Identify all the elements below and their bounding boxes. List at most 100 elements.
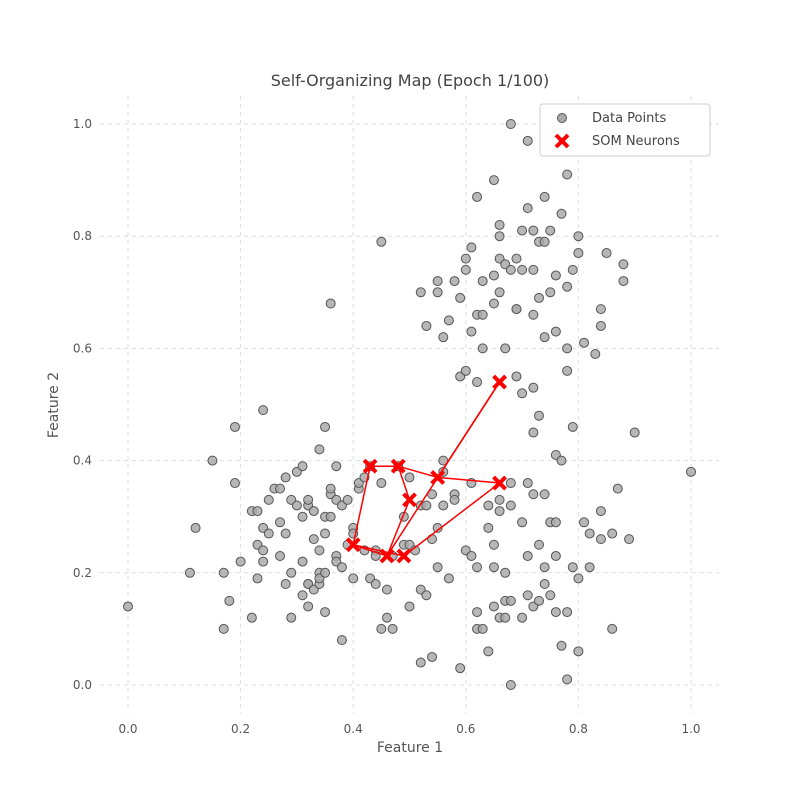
data-point <box>556 455 567 466</box>
data-point <box>528 382 539 393</box>
data-point <box>500 612 511 623</box>
som-neuron-stroke <box>396 548 412 564</box>
data-point <box>472 607 483 618</box>
y-axis-label: Feature 2 <box>46 372 62 438</box>
data-point <box>533 292 544 303</box>
data-point <box>595 506 606 517</box>
som-edge <box>437 476 500 484</box>
data-point <box>522 135 533 146</box>
data-point <box>595 534 606 545</box>
data-point <box>370 579 381 590</box>
data-point <box>556 208 567 219</box>
data-point <box>579 517 590 528</box>
data-point <box>286 567 297 578</box>
data-point <box>275 517 286 528</box>
data-point <box>550 607 561 618</box>
data-point <box>562 607 573 618</box>
data-point <box>297 556 308 567</box>
data-point <box>584 528 595 539</box>
data-point <box>376 623 387 634</box>
data-point <box>550 326 561 337</box>
x-tick-label: 0.4 <box>344 722 363 736</box>
data-point <box>297 461 308 472</box>
data-point <box>472 191 483 202</box>
data-point <box>505 595 516 606</box>
data-point <box>500 343 511 354</box>
data-point <box>618 259 629 270</box>
data-point <box>472 562 483 573</box>
data-point <box>381 584 392 595</box>
data-point <box>562 281 573 292</box>
data-point <box>533 410 544 421</box>
data-point <box>443 573 454 584</box>
data-point <box>415 287 426 298</box>
legend-som-neurons-label: SOM Neurons <box>592 134 680 149</box>
som-neuron <box>430 470 446 485</box>
data-point <box>545 287 556 298</box>
data-point <box>601 248 612 259</box>
data-point <box>291 500 302 511</box>
data-point <box>483 522 494 533</box>
data-point <box>314 545 325 556</box>
data-point <box>483 500 494 511</box>
data-point <box>477 276 488 287</box>
data-point <box>517 388 528 399</box>
data-point <box>263 528 274 539</box>
data-point <box>342 494 353 505</box>
data-point <box>229 478 240 489</box>
data-point <box>629 427 640 438</box>
data-point <box>320 528 331 539</box>
data-point <box>252 573 263 584</box>
data-point <box>607 623 618 634</box>
data-point <box>522 478 533 489</box>
data-point <box>280 472 291 483</box>
x-tick-label: 1.0 <box>681 722 700 736</box>
data-point <box>263 494 274 505</box>
data-point <box>438 500 449 511</box>
som-edge <box>398 465 438 479</box>
data-point <box>517 264 528 275</box>
legend: Data Points SOM Neurons <box>539 103 711 157</box>
data-point <box>505 478 516 489</box>
data-point <box>505 119 516 129</box>
data-point <box>466 242 477 253</box>
data-point <box>618 276 629 287</box>
data-point <box>579 337 590 348</box>
data-point <box>460 253 471 264</box>
data-point <box>455 663 466 674</box>
data-point <box>590 349 601 360</box>
data-point <box>494 231 505 242</box>
data-point <box>500 567 511 578</box>
data-point <box>511 253 522 264</box>
data-point <box>488 270 499 281</box>
data-point <box>258 545 269 556</box>
data-point <box>207 455 218 466</box>
data-point <box>562 169 573 180</box>
data-point <box>477 343 488 354</box>
data-point <box>387 623 398 634</box>
data-point <box>511 371 522 382</box>
data-point <box>235 556 246 567</box>
data-points-layer <box>123 119 696 690</box>
som-neuron-stroke <box>390 458 406 474</box>
data-point <box>229 421 240 432</box>
data-point <box>224 595 235 606</box>
data-point <box>275 483 286 494</box>
som-edge <box>386 381 501 557</box>
data-point <box>517 225 528 236</box>
som-neuron-stroke <box>402 492 417 508</box>
som-neurons-layer <box>345 374 507 564</box>
data-point <box>494 494 505 505</box>
data-point <box>320 567 331 578</box>
data-point <box>550 550 561 561</box>
data-point <box>550 270 561 281</box>
data-point <box>258 556 269 567</box>
legend-som-neurons-marker <box>554 133 570 149</box>
data-point <box>455 292 466 303</box>
data-point <box>528 225 539 236</box>
data-point <box>275 550 286 561</box>
data-point <box>539 579 550 590</box>
data-point <box>488 298 499 309</box>
som-neuron <box>402 492 417 508</box>
som-neuron <box>492 374 507 390</box>
